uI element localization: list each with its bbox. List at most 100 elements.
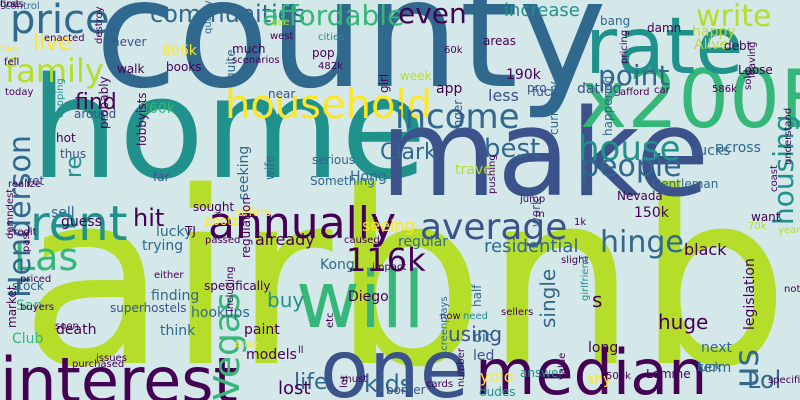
word-control: control (5, 1, 40, 12)
word-lot: lot (339, 375, 350, 388)
word-806k: 806k (162, 43, 197, 59)
word-credit: credit (8, 227, 37, 238)
word-answer: answer (520, 366, 564, 380)
word-black: black (684, 240, 727, 259)
word-will: will (296, 256, 425, 346)
word-pricing: pricing (619, 29, 630, 64)
word-travel: travel (455, 162, 496, 178)
word-offers: offers (237, 205, 272, 219)
word-less: less (488, 86, 519, 105)
word-hit: hit (133, 204, 165, 232)
word-areas: areas (483, 34, 517, 48)
word-shy: shy (587, 372, 612, 388)
word-house: house (578, 129, 681, 169)
word-led: led (473, 348, 495, 364)
word-books: books (166, 60, 202, 74)
word-single: single (536, 268, 560, 328)
word-afford: afford (620, 87, 650, 98)
word-see: see (272, 17, 290, 28)
word-specific: specific (768, 375, 800, 386)
word-issues: issues (96, 353, 127, 364)
word-lobbyists: lobbyists (135, 92, 149, 146)
word-specifically: specifically (204, 279, 271, 293)
word-find: find (75, 90, 117, 115)
word-scenarios: scenarios (232, 55, 280, 66)
word-cities: cities (318, 32, 345, 43)
word-value: value (557, 352, 568, 380)
word-far: far (153, 170, 170, 184)
word-legislation: legislation (742, 258, 758, 330)
word-gentleman: Gentleman (652, 177, 719, 191)
word-190k: 190k (506, 67, 541, 83)
word-car: car (654, 85, 670, 96)
word-superhostels: superhostels (110, 301, 187, 315)
word-walk: walk (117, 62, 145, 76)
word-next: next (701, 340, 733, 356)
word-wife: wife (263, 155, 277, 180)
word-probably: probably (97, 76, 111, 129)
word-one: one (320, 323, 469, 400)
word-diego: Diego (348, 289, 389, 305)
word-models: models (246, 347, 297, 363)
word-death: death (56, 322, 97, 338)
word-price: price (10, 0, 110, 43)
word-fell: fell (4, 57, 20, 68)
word-pro: pro (527, 81, 547, 95)
word-soon: soon (55, 321, 79, 332)
word-border: border (386, 383, 426, 397)
word-kids: kids (364, 370, 413, 398)
word-understand: understand (783, 107, 794, 165)
word-never: never (112, 35, 147, 49)
word-qualify: qualify (203, 0, 214, 34)
word-using: using (448, 322, 503, 346)
word-half: half (470, 284, 484, 307)
word-nevada: Nevada (617, 189, 663, 203)
word-week: week (400, 69, 432, 83)
word-500k: 500k (606, 371, 631, 382)
word-vet: vet (25, 174, 45, 188)
word-purchased: purchased (72, 359, 125, 370)
word-much: much (232, 42, 266, 56)
word-residential: residential (484, 236, 579, 257)
word-club: Club (12, 331, 44, 347)
word-116k: 116k (346, 241, 426, 279)
word-enacted: enacted (44, 33, 85, 44)
word-household: household (225, 82, 432, 128)
word-sold: sold (743, 69, 754, 90)
word-luck: luck (697, 360, 722, 374)
word-make: make (380, 85, 710, 224)
word-interest: interest (0, 344, 238, 400)
word-years: years (778, 225, 800, 236)
word-long: long (588, 340, 619, 356)
word-goes: goes (0, 0, 24, 10)
word-sellers: sellers (501, 307, 534, 318)
word-lemme: Lemme (646, 367, 691, 381)
word-around: around (74, 107, 117, 121)
word-already: already (255, 230, 315, 249)
word-482k: 482k (318, 61, 343, 72)
word-seeing: seeing (362, 216, 415, 235)
word-buy: buy (267, 288, 305, 312)
word-dating: dating (577, 81, 622, 97)
word-regulation: regulation (239, 197, 253, 258)
word-affordable: affordable (262, 0, 405, 32)
word-kong: Kong (320, 257, 355, 273)
word-hong: Hong (350, 169, 387, 185)
word-clark: Clark (380, 140, 437, 165)
word-bit: bit (473, 330, 492, 346)
word-currently: currently (547, 81, 561, 135)
word-stock: stock (12, 279, 44, 293)
word-girl: girl (377, 73, 391, 93)
word-paint: paint (244, 322, 280, 338)
word-pop: pop (312, 46, 335, 60)
word-sell: sell (51, 205, 75, 221)
word-jump: jump (520, 194, 546, 205)
word-fuck: fuck (532, 85, 558, 99)
word-now: now (440, 311, 461, 322)
word-caused: caused (344, 235, 380, 246)
word-hinge: hinge (600, 225, 684, 260)
word-lucky: lucky (156, 224, 193, 240)
word-hookups: hookups (191, 305, 250, 321)
word-seeking: seeking (236, 145, 252, 200)
